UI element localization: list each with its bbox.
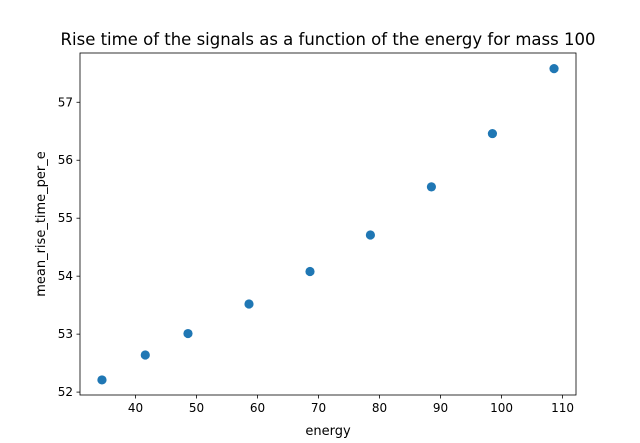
plot-frame [79,52,577,396]
x-tick-label: 80 [372,401,387,415]
y-tick-label: 52 [58,385,73,399]
y-tick-label: 53 [58,327,73,341]
data-points [97,64,559,385]
data-point [305,266,315,277]
y-tick-label: 55 [58,211,73,225]
data-point [487,128,498,139]
x-tick-label: 40 [128,401,143,415]
y-tick-label: 54 [58,269,73,283]
chart-title: Rise time of the signals as a function o… [61,30,596,49]
x-tick-label: 70 [311,401,326,415]
x-axis: 40 50 60 70 80 90 100 110 [128,395,574,415]
x-tick-label: 100 [490,401,513,415]
y-tick-label: 56 [58,153,73,167]
x-tick-label: 60 [250,401,265,415]
data-point [365,230,376,240]
y-tick-label: 57 [58,95,73,109]
x-tick-label: 50 [189,401,204,415]
data-point [426,182,437,192]
y-axis: 52 53 54 55 56 57 [58,95,80,399]
data-point [549,64,559,74]
data-point [140,350,150,360]
x-tick-label: 90 [433,401,448,415]
data-point [183,328,193,339]
x-axis-label: energy [305,424,351,439]
x-tick-label: 110 [551,401,574,415]
data-point [97,375,107,385]
y-axis-label: mean_rise_time_per_e [34,151,49,297]
data-point [244,299,254,309]
